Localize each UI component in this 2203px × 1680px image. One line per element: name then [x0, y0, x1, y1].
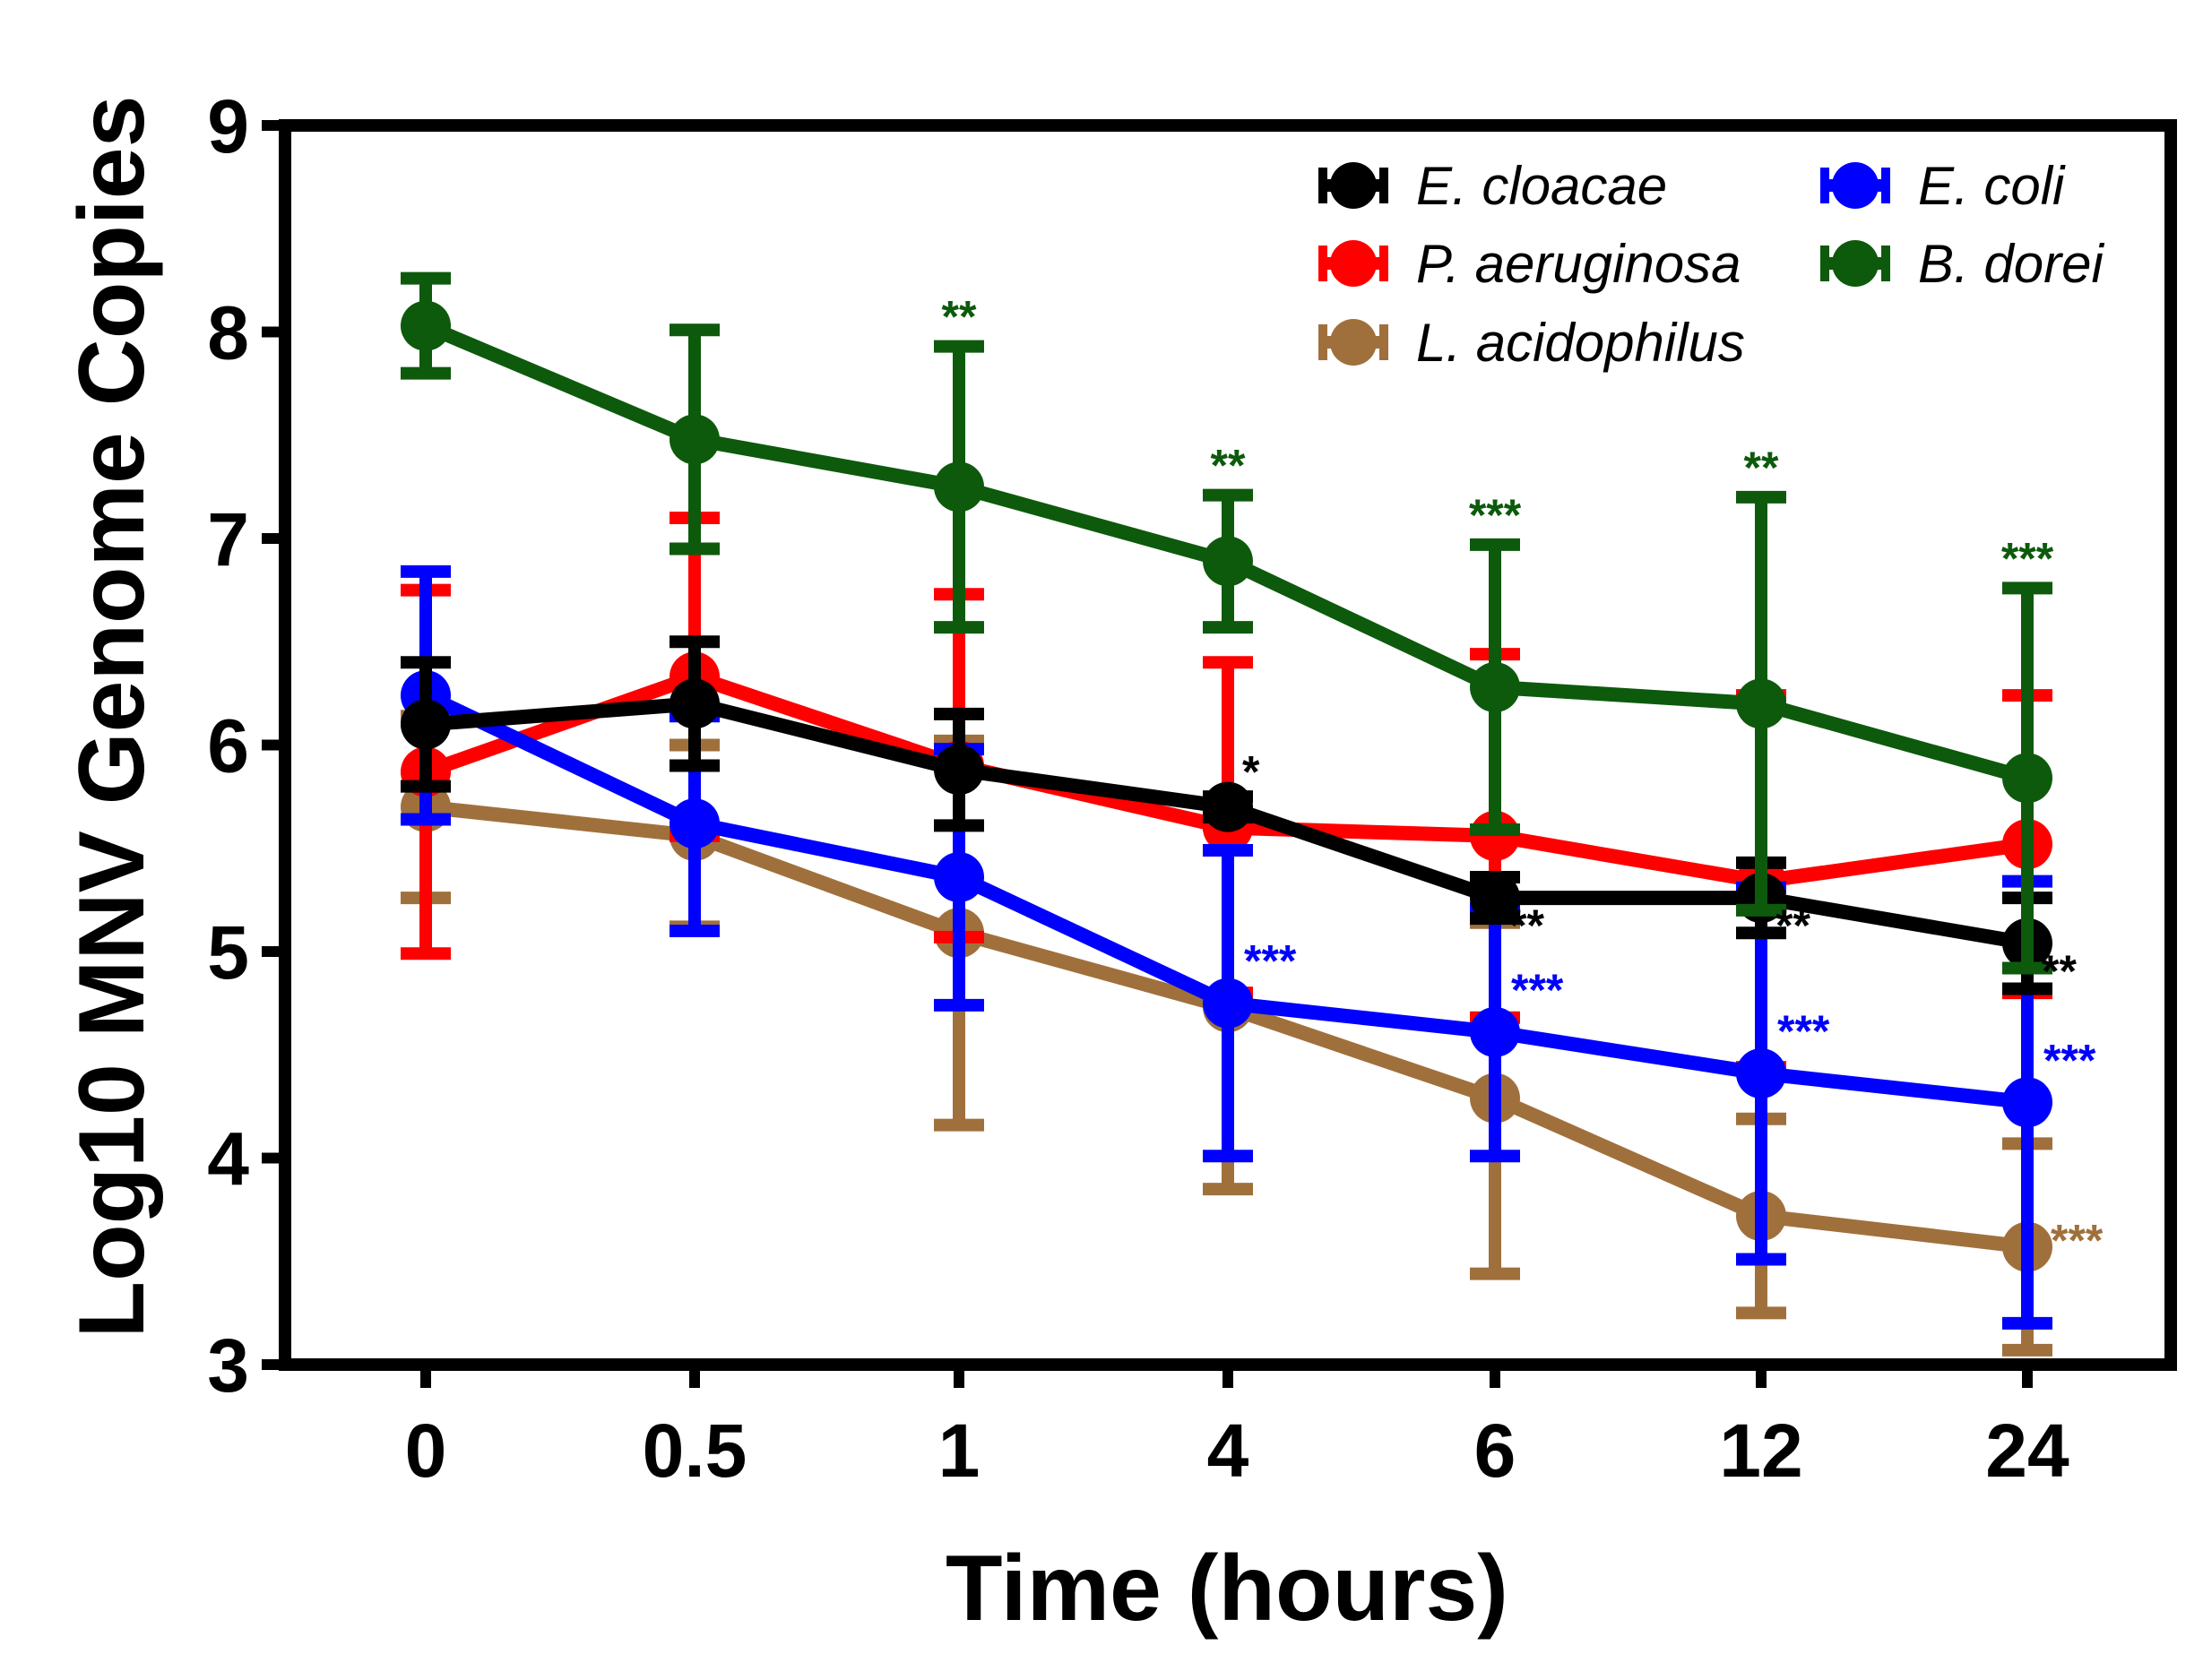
y-tick-label-1: 4	[207, 1117, 249, 1202]
series-3-point-1	[670, 798, 720, 849]
sig-label-series-0-6: **	[2042, 946, 2077, 996]
legend-label-0: E. cloacae	[1416, 156, 1667, 216]
series-4-point-5	[1736, 678, 1786, 729]
legend-entry-1: P. aeruginosa	[1318, 234, 1741, 294]
legend-entry-4: B. dorei	[1820, 234, 2104, 294]
y-tick-label-5: 8	[207, 291, 249, 375]
series-3-point-5	[1736, 1047, 1786, 1098]
sig-label-series-0-5: **	[1775, 900, 1810, 951]
legend-marker-0	[1330, 162, 1377, 209]
series-0-point-3	[1203, 781, 1253, 832]
series-0-point-4	[1470, 873, 1520, 924]
series-4	[401, 271, 2052, 975]
y-tick-label-3: 6	[207, 704, 249, 788]
series-4-point-3	[1203, 536, 1253, 587]
sig-label-series-0-4: **	[1509, 900, 1544, 951]
series-3-point-4	[1470, 1006, 1520, 1057]
y-tick-label-4: 7	[207, 497, 249, 582]
x-tick-label-5: 12	[1719, 1409, 1802, 1493]
series-layer	[401, 271, 2052, 1357]
x-tick-label-2: 1	[938, 1409, 981, 1493]
series-4-point-1	[670, 414, 720, 465]
legend-marker-3	[1832, 162, 1879, 209]
legend-label-4: B. dorei	[1918, 234, 2104, 294]
legend-entry-0: E. cloacae	[1318, 156, 1667, 216]
series-3-point-6	[2002, 1077, 2052, 1128]
legend-marker-4	[1832, 240, 1879, 287]
legend: E. cloacae P. aeruginosa L. acidophilus E. …	[1318, 156, 2104, 373]
x-tick-label-0: 0	[405, 1409, 447, 1493]
sig-label-series-4-4: ***	[1469, 490, 1522, 540]
x-tick-label-3: 4	[1207, 1409, 1249, 1493]
legend-label-2: L. acidophilus	[1416, 313, 1745, 373]
y-tick-label-2: 5	[207, 910, 249, 995]
sig-label-series-2-6: ***	[2051, 1216, 2104, 1266]
legend-entry-3: E. coli	[1820, 156, 2066, 216]
legend-entry-2: L. acidophilus	[1318, 313, 1745, 373]
axes-layer: 3 4 5 6 7 8 9 0 0.5 1 4 6 12 24	[207, 84, 2177, 1493]
sig-label-series-3-6: ***	[2043, 1035, 2096, 1085]
series-4-point-0	[401, 300, 451, 351]
significance-layer: *** *******************************	[942, 292, 2104, 1266]
series-3-point-2	[934, 852, 984, 903]
legend-label-1: P. aeruginosa	[1416, 234, 1741, 294]
legend-marker-1	[1330, 240, 1377, 287]
y-tick-label-6: 9	[207, 84, 249, 168]
x-tick-label-6: 24	[1985, 1409, 2069, 1493]
series-0-point-2	[934, 745, 984, 796]
legend-marker-2	[1330, 319, 1377, 366]
sig-label-series-3-3: ***	[1244, 936, 1297, 986]
series-4-point-2	[934, 461, 984, 513]
x-axis-title: Time (hours)	[946, 1537, 1508, 1641]
series-3-point-3	[1203, 978, 1253, 1029]
sig-label-series-4-2: **	[942, 292, 977, 342]
sig-label-series-3-5: ***	[1777, 1006, 1830, 1056]
sig-label-series-3-4: ***	[1511, 965, 1564, 1015]
series-4-point-4	[1470, 661, 1520, 712]
x-tick-label-4: 6	[1474, 1409, 1516, 1493]
series-0-point-1	[670, 678, 720, 729]
y-tick-label-0: 3	[207, 1323, 249, 1408]
series-4-point-6	[2002, 753, 2052, 804]
sig-label-series-4-5: **	[1744, 443, 1779, 493]
sig-label-series-4-6: ***	[2001, 533, 2054, 583]
sig-label-series-0-3: *	[1242, 747, 1260, 797]
x-tick-label-1: 0.5	[643, 1409, 747, 1493]
y-axis-title: Log10 MNV Genome Copies	[60, 96, 164, 1339]
legend-label-3: E. coli	[1918, 156, 2066, 216]
series-0-point-0	[401, 699, 451, 750]
sig-label-series-4-3: **	[1211, 441, 1246, 491]
